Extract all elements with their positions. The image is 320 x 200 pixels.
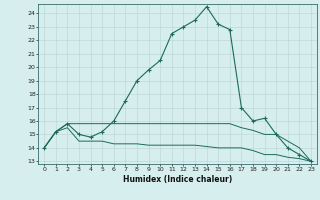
X-axis label: Humidex (Indice chaleur): Humidex (Indice chaleur) bbox=[123, 175, 232, 184]
